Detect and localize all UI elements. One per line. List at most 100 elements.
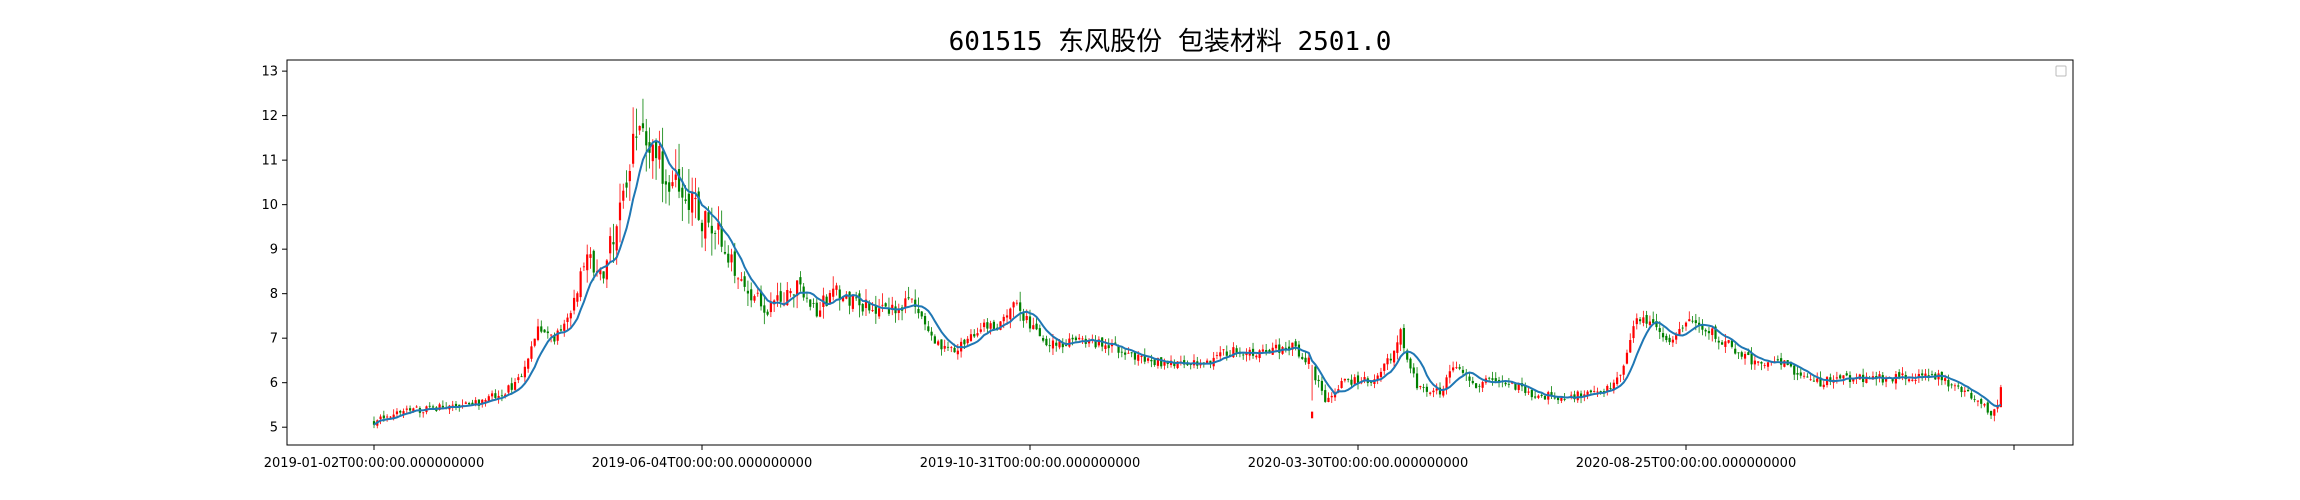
candle	[1550, 386, 1553, 400]
candle	[1740, 350, 1743, 360]
candle	[878, 298, 881, 319]
candle	[454, 400, 458, 411]
candle	[930, 327, 933, 341]
candle	[838, 285, 841, 311]
candle	[1760, 361, 1763, 371]
x-tick-label: 2019-01-02T00:00:00.000000000	[264, 456, 484, 471]
candle	[1678, 321, 1681, 336]
candle	[1310, 364, 1314, 419]
candle	[1038, 324, 1041, 337]
candle	[471, 399, 474, 405]
candle	[1133, 352, 1137, 365]
legend-box	[2055, 65, 2067, 77]
candle	[1146, 357, 1150, 364]
candle	[1288, 340, 1291, 356]
candle	[1212, 352, 1215, 370]
candle	[1796, 366, 1799, 381]
candle	[1983, 403, 1986, 408]
candle	[950, 346, 953, 353]
candle	[1110, 339, 1114, 353]
candle	[510, 377, 513, 395]
candle	[999, 321, 1002, 331]
candle	[1222, 348, 1225, 356]
candle	[881, 293, 884, 312]
candle	[1235, 345, 1238, 357]
candle	[1793, 364, 1796, 381]
candle	[1924, 369, 1927, 381]
candle	[973, 329, 976, 339]
candle	[1429, 391, 1432, 396]
candle	[736, 276, 740, 290]
candle	[861, 303, 864, 316]
candle	[773, 299, 776, 312]
chart-title: 601515 东风股份 包装材料 2501.0	[949, 27, 1392, 57]
candle	[1727, 339, 1730, 344]
candle	[920, 310, 923, 320]
candle	[818, 301, 822, 318]
candle	[986, 318, 989, 334]
candle	[910, 298, 914, 303]
candle	[907, 286, 910, 301]
candle	[694, 177, 697, 219]
candle	[894, 300, 897, 323]
candle	[1743, 351, 1747, 365]
candle	[1717, 336, 1720, 350]
candle	[1140, 355, 1143, 364]
candle	[1573, 390, 1576, 403]
candle	[1035, 317, 1038, 331]
candle	[1776, 355, 1779, 362]
candle	[720, 210, 723, 253]
candle	[1432, 387, 1435, 398]
candle	[1619, 374, 1622, 383]
candle	[966, 336, 969, 347]
candle	[1980, 397, 1983, 409]
candle	[1399, 327, 1402, 351]
candle	[1045, 335, 1048, 347]
candle	[566, 313, 569, 330]
candle	[1704, 328, 1707, 337]
candle	[487, 394, 490, 402]
candle	[1829, 373, 1832, 386]
candle	[1825, 375, 1829, 388]
candle	[989, 320, 992, 335]
candle	[418, 406, 422, 418]
candle	[1839, 373, 1842, 380]
candle	[1356, 371, 1360, 390]
candle	[1215, 351, 1219, 360]
candle	[513, 378, 517, 393]
candle	[1688, 311, 1691, 322]
candle	[1537, 394, 1540, 400]
candle	[1999, 384, 2002, 408]
candle	[1507, 377, 1510, 388]
candle	[815, 296, 818, 318]
candle	[763, 296, 766, 325]
candle	[1940, 371, 1943, 386]
candle	[897, 303, 900, 321]
candle	[887, 297, 891, 317]
candle	[569, 310, 572, 328]
x-tick-label: 2019-06-04T00:00:00.000000000	[592, 456, 812, 471]
candle	[1780, 352, 1783, 370]
candle	[530, 341, 533, 362]
candle	[1989, 410, 1993, 419]
candle	[625, 170, 628, 198]
candle	[1101, 337, 1104, 352]
candle	[1950, 383, 1953, 389]
candle	[1304, 351, 1307, 365]
candle	[677, 143, 681, 199]
candle	[1048, 338, 1051, 353]
candle	[1124, 349, 1127, 360]
candle	[1481, 380, 1484, 392]
candle	[923, 312, 927, 331]
candle	[714, 230, 717, 250]
candle	[766, 309, 769, 317]
candle	[618, 183, 622, 243]
candle	[1629, 333, 1632, 353]
candle	[1183, 355, 1186, 369]
candle	[1104, 339, 1107, 354]
candle	[1976, 400, 1980, 407]
candle	[1278, 338, 1281, 360]
candle	[1757, 361, 1760, 366]
candle	[851, 295, 854, 312]
y-tick-label: 8	[270, 287, 278, 302]
